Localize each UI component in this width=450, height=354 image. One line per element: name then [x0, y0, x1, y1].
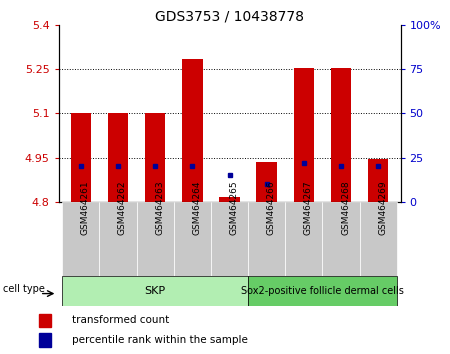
Text: GSM464265: GSM464265 [230, 181, 238, 235]
Bar [368, 159, 388, 202]
Bar [108, 113, 128, 202]
FancyBboxPatch shape [360, 202, 397, 276]
Text: SKP: SKP [144, 286, 166, 296]
Text: GSM464261: GSM464261 [81, 181, 90, 235]
FancyBboxPatch shape [136, 202, 174, 276]
FancyBboxPatch shape [174, 202, 211, 276]
Bar [219, 197, 240, 202]
FancyBboxPatch shape [285, 202, 323, 276]
Bar [71, 113, 91, 202]
Text: transformed count: transformed count [72, 315, 170, 325]
Text: GSM464266: GSM464266 [267, 181, 276, 235]
Text: Sox2-positive follicle dermal cells: Sox2-positive follicle dermal cells [241, 286, 404, 296]
Text: GSM464267: GSM464267 [304, 181, 313, 235]
Text: GSM464262: GSM464262 [118, 181, 127, 235]
FancyBboxPatch shape [248, 276, 397, 306]
Bar [256, 162, 277, 202]
Text: GSM464264: GSM464264 [192, 181, 201, 235]
Title: GDS3753 / 10438778: GDS3753 / 10438778 [155, 10, 304, 24]
Bar [145, 113, 166, 202]
Bar [39, 333, 51, 347]
FancyBboxPatch shape [99, 202, 136, 276]
Text: percentile rank within the sample: percentile rank within the sample [72, 335, 248, 345]
Bar [182, 59, 202, 202]
FancyBboxPatch shape [323, 202, 360, 276]
FancyBboxPatch shape [62, 202, 99, 276]
FancyBboxPatch shape [248, 202, 285, 276]
Bar [331, 68, 351, 202]
Text: GSM464268: GSM464268 [341, 181, 350, 235]
Text: GSM464269: GSM464269 [378, 181, 387, 235]
Text: GSM464263: GSM464263 [155, 181, 164, 235]
FancyBboxPatch shape [211, 202, 248, 276]
Text: cell type: cell type [3, 284, 45, 294]
Bar [293, 68, 314, 202]
FancyBboxPatch shape [62, 276, 248, 306]
Bar [39, 314, 51, 327]
